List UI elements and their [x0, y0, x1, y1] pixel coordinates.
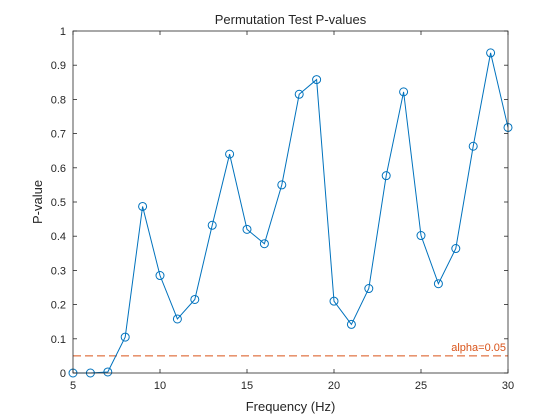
x-tick-label: 10 — [154, 380, 166, 392]
data-point — [381, 171, 391, 181]
data-point — [242, 224, 252, 234]
y-tick-label: 0.3 — [51, 265, 66, 277]
data-point — [172, 314, 182, 324]
x-axis-title: Frequency (Hz) — [246, 399, 336, 414]
x-tick-label: 20 — [328, 380, 340, 392]
data-point — [138, 201, 148, 211]
data-point — [190, 294, 200, 304]
data-point — [207, 220, 217, 230]
data-point — [416, 231, 426, 241]
data-point — [433, 279, 443, 289]
y-axis-title: P-value — [30, 180, 45, 224]
data-point — [120, 332, 130, 342]
axes: 5 10 15 20 25 30 0 0.1 0.2 0.3 0.4 0.5 0.6 0.7 0.8 0.9 1 — [51, 26, 514, 392]
y-tick-label: 0.6 — [51, 163, 66, 175]
data-point — [277, 180, 287, 190]
data-point — [399, 87, 409, 97]
threshold-label: alpha=0.05 — [451, 342, 506, 354]
y-tick-label: 1 — [60, 26, 66, 38]
chart-title: Permutation Test P-values — [215, 12, 367, 27]
y-tick-label: 0.1 — [51, 334, 66, 346]
data-point — [259, 239, 269, 249]
x-tick-label: 30 — [502, 380, 514, 392]
x-tick-label: 25 — [415, 380, 427, 392]
x-tick-label: 5 — [70, 380, 76, 392]
data-point — [346, 319, 356, 329]
plot-area — [73, 31, 508, 373]
data-point — [364, 284, 374, 294]
y-tick-label: 0.7 — [51, 129, 66, 141]
data-point — [329, 296, 339, 306]
data-point — [294, 89, 304, 99]
series-line — [73, 52, 509, 374]
x-tick-label: 15 — [241, 380, 253, 392]
data-point — [486, 48, 496, 58]
data-point — [155, 271, 165, 281]
data-point — [225, 149, 235, 159]
y-tick-label: 0.2 — [51, 300, 66, 312]
data-point — [312, 75, 322, 85]
data-point — [468, 141, 478, 151]
y-tick-label: 0.4 — [51, 231, 66, 243]
y-tick-label: 0.5 — [51, 197, 66, 209]
data-point — [451, 244, 461, 254]
data-point — [103, 367, 113, 377]
y-tick-label: 0 — [60, 368, 66, 380]
y-tick-label: 0.8 — [51, 94, 66, 106]
y-tick-label: 0.9 — [51, 60, 66, 72]
